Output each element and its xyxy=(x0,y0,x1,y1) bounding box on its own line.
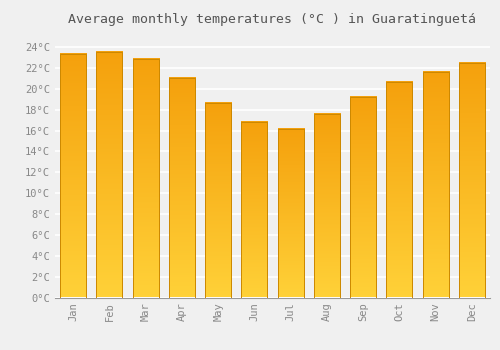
Bar xyxy=(422,72,448,298)
Bar xyxy=(205,104,231,298)
Bar xyxy=(278,128,303,298)
Bar xyxy=(386,82,412,298)
Bar xyxy=(60,55,86,298)
Bar xyxy=(459,63,485,298)
Bar xyxy=(96,52,122,298)
Bar xyxy=(242,122,268,298)
Bar xyxy=(314,114,340,298)
Bar xyxy=(350,97,376,298)
Title: Average monthly temperatures (°C ) in Guaratinguetá: Average monthly temperatures (°C ) in Gu… xyxy=(68,13,476,26)
Bar xyxy=(132,58,158,298)
Bar xyxy=(169,78,195,298)
